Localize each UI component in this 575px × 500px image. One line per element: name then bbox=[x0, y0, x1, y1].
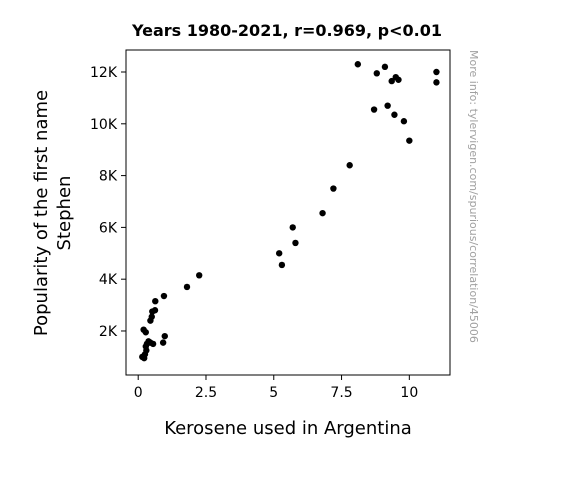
y-tick-label-6: 12K bbox=[90, 65, 118, 81]
x-tick-label-4: 7.5 bbox=[330, 385, 352, 401]
y-axis-ticks: 2K 4K 6K 8K 10K 12K bbox=[90, 65, 126, 340]
data-point-35 bbox=[391, 111, 398, 118]
data-point-13 bbox=[148, 313, 155, 320]
plot-area bbox=[125, 49, 451, 376]
data-point-25 bbox=[292, 239, 299, 247]
data-point-32 bbox=[381, 63, 389, 71]
data-point-30 bbox=[370, 106, 378, 113]
data-point-15 bbox=[151, 307, 159, 314]
data-point-41 bbox=[433, 79, 440, 86]
data-point-27 bbox=[330, 185, 337, 192]
y-axis-label: Popularity of the first name Stephen bbox=[31, 90, 75, 336]
data-point-20 bbox=[183, 283, 191, 291]
data-point-31 bbox=[373, 70, 380, 77]
y-tick-label-5: 10K bbox=[90, 117, 118, 133]
x-tick-label-2: 2.5 bbox=[195, 385, 217, 401]
chart-title: Years 1980-2021, r=0.969, p<0.01 bbox=[131, 21, 442, 40]
data-point-28 bbox=[346, 162, 353, 169]
y-axis-label-line-2: Stephen bbox=[54, 176, 75, 251]
data-point-23 bbox=[278, 261, 286, 269]
data-point-19 bbox=[161, 332, 168, 340]
source-note: More info: tylervigen.com/spurious/corre… bbox=[467, 50, 480, 343]
x-axis-label: Kerosene used in Argentina bbox=[164, 418, 412, 439]
data-point-34 bbox=[388, 77, 395, 85]
data-point-29 bbox=[354, 61, 362, 68]
data-point-9 bbox=[149, 340, 157, 348]
data-point-26 bbox=[319, 209, 326, 217]
y-tick-label-2: 4K bbox=[99, 272, 118, 288]
data-point-21 bbox=[196, 272, 203, 279]
data-point-38 bbox=[400, 118, 408, 125]
data-point-39 bbox=[406, 137, 413, 144]
x-tick-label-5: 10 bbox=[400, 385, 418, 401]
x-tick-label-1: 0 bbox=[134, 385, 143, 401]
x-axis-ticks: 0 2.5 5 7.5 10 bbox=[134, 375, 418, 401]
data-point-11 bbox=[142, 329, 149, 336]
y-axis-label-line-1: Popularity of the first name bbox=[31, 90, 52, 336]
y-tick-label-4: 8K bbox=[99, 169, 118, 185]
data-point-40 bbox=[433, 68, 440, 76]
data-point-22 bbox=[275, 250, 283, 257]
plot-frame bbox=[125, 49, 451, 376]
data-point-17 bbox=[160, 292, 168, 300]
data-point-37 bbox=[395, 76, 402, 83]
data-points bbox=[139, 61, 440, 362]
data-point-18 bbox=[159, 339, 167, 346]
x-tick-label-3: 5 bbox=[269, 385, 278, 401]
y-tick-label-3: 6K bbox=[99, 220, 118, 236]
data-point-24 bbox=[289, 224, 296, 231]
data-point-16 bbox=[152, 298, 159, 305]
data-point-33 bbox=[384, 102, 391, 109]
y-tick-label-1: 2K bbox=[99, 324, 118, 340]
